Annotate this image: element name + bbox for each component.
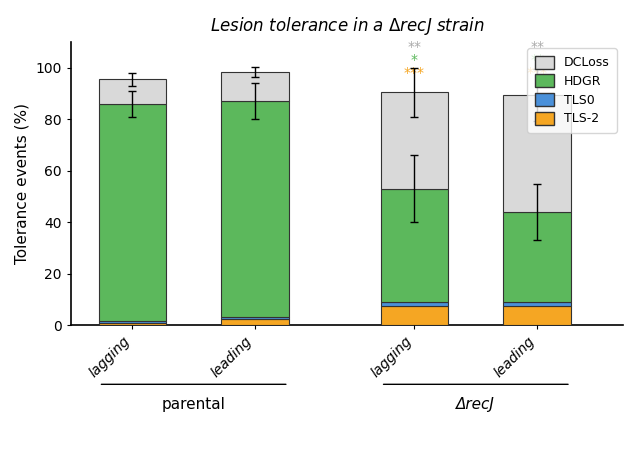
- Text: ***: ***: [404, 66, 425, 80]
- Bar: [221, 319, 289, 325]
- Bar: [98, 323, 166, 325]
- Text: ***: ***: [526, 66, 547, 80]
- Text: ΔrecJ: ΔrecJ: [456, 397, 495, 412]
- Bar: [98, 321, 166, 323]
- Bar: [503, 212, 571, 302]
- Bar: [503, 306, 571, 325]
- Bar: [503, 95, 571, 212]
- Text: *: *: [411, 53, 418, 67]
- Text: **: **: [530, 40, 544, 54]
- Text: parental: parental: [161, 397, 226, 412]
- Bar: [221, 72, 289, 101]
- Bar: [221, 317, 289, 319]
- Bar: [381, 189, 448, 302]
- Bar: [381, 92, 448, 189]
- Text: **: **: [530, 53, 544, 67]
- Bar: [381, 306, 448, 325]
- Bar: [98, 104, 166, 321]
- Legend: DCLoss, HDGR, TLS0, TLS-2: DCLoss, HDGR, TLS0, TLS-2: [527, 49, 617, 133]
- Bar: [503, 302, 571, 306]
- Bar: [381, 302, 448, 306]
- Bar: [221, 101, 289, 317]
- Bar: [98, 80, 166, 104]
- Y-axis label: Tolerance events (%): Tolerance events (%): [15, 103, 30, 264]
- Text: **: **: [408, 40, 422, 54]
- Title: Lesion tolerance in a $\Delta$$\it{recJ}$ strain: Lesion tolerance in a $\Delta$$\it{recJ}…: [210, 15, 484, 37]
